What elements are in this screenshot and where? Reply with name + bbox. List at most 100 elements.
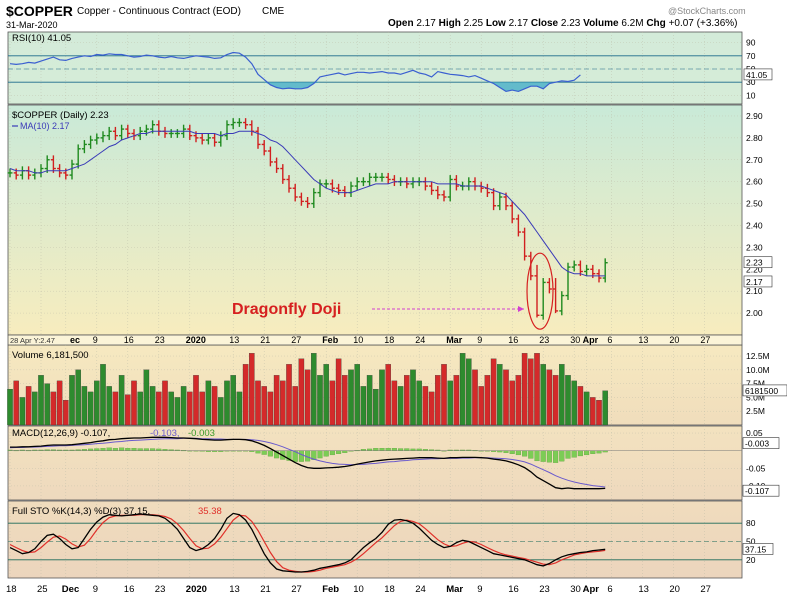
volume-bar bbox=[466, 358, 472, 426]
macd-histogram-bar bbox=[571, 450, 577, 458]
macd-line bbox=[10, 436, 606, 490]
rsi-title: RSI(10) 41.05 bbox=[12, 33, 71, 44]
volume-bar bbox=[540, 364, 546, 426]
price-bar bbox=[125, 124, 131, 138]
price-bar bbox=[100, 131, 106, 143]
volume-bar bbox=[311, 353, 317, 426]
ma-last-value-box bbox=[743, 275, 773, 288]
price-bar bbox=[367, 172, 373, 187]
volume-bar bbox=[335, 358, 342, 426]
volume-bar bbox=[348, 369, 354, 426]
sto-k-line bbox=[9, 512, 606, 573]
x-tick-label: 23 bbox=[539, 335, 549, 345]
low-label: Low bbox=[485, 18, 506, 29]
price-bar bbox=[106, 126, 112, 141]
volume-bar bbox=[410, 369, 416, 426]
low-value: 2.17 bbox=[508, 18, 529, 29]
macd-title: MACD(12,26,9) -0.107, bbox=[12, 428, 110, 439]
rsi-last-value-box bbox=[743, 68, 773, 81]
macd-hist-last-box bbox=[742, 437, 780, 449]
price-bar bbox=[584, 264, 590, 276]
price-bar bbox=[571, 260, 577, 272]
price-bar bbox=[274, 157, 280, 173]
x-tick-label: 2020 bbox=[186, 584, 207, 595]
rsi-line bbox=[9, 51, 581, 93]
watermark: @StockCharts.com bbox=[668, 6, 746, 16]
x-tick-label: 21 bbox=[260, 584, 271, 595]
price-bar bbox=[298, 192, 304, 206]
x-tick-label: 13 bbox=[229, 335, 239, 345]
volume-bar bbox=[143, 369, 150, 426]
price-bar bbox=[292, 183, 298, 202]
chart-header: $COPPER Copper - Continuous Contract (EO… bbox=[0, 0, 787, 32]
volume-bar bbox=[428, 391, 435, 426]
price-bar bbox=[212, 133, 218, 147]
macd-histogram-bar bbox=[553, 450, 559, 463]
macd-signal-line bbox=[9, 437, 606, 488]
volume-bar bbox=[224, 380, 230, 426]
price-bar bbox=[503, 192, 509, 211]
price-bar bbox=[534, 264, 540, 318]
volume-bar bbox=[75, 369, 81, 426]
volume-bar bbox=[391, 380, 398, 426]
x-tick-label: 9 bbox=[477, 335, 482, 345]
x-tick-label: 27 bbox=[700, 584, 711, 595]
volume-bar bbox=[404, 375, 410, 426]
macd-histogram-bar bbox=[112, 448, 118, 451]
macd-histogram-bar bbox=[515, 450, 521, 456]
annotation-dragonfly-doji: Dragonfly Doji bbox=[232, 301, 341, 318]
rsi-last-value: 41.05 bbox=[746, 70, 768, 80]
price-bar bbox=[224, 120, 230, 141]
price-bar bbox=[94, 133, 100, 145]
price-last-close: 2.23 bbox=[746, 258, 763, 268]
price-bar bbox=[236, 118, 242, 127]
price-bar bbox=[44, 155, 50, 173]
macd-last-box bbox=[742, 484, 780, 497]
price-bar bbox=[280, 164, 286, 184]
macd-signal-title: -0.103, bbox=[150, 428, 180, 439]
volume-bar bbox=[478, 386, 484, 426]
volume-bar bbox=[515, 375, 522, 426]
volume-bar bbox=[193, 375, 199, 426]
x-tick-label: 13 bbox=[638, 584, 649, 595]
volume-bar bbox=[292, 386, 298, 426]
price-bar bbox=[453, 175, 459, 191]
price-bar bbox=[379, 172, 385, 182]
macd-histogram-bar bbox=[559, 450, 565, 462]
volume-bar bbox=[149, 386, 156, 426]
macd-histogram-bar bbox=[94, 448, 100, 451]
y-tick-label: 2.50 bbox=[746, 199, 763, 209]
volume-bar bbox=[304, 369, 311, 426]
volume-bar bbox=[484, 375, 491, 426]
volume-bar bbox=[459, 353, 466, 426]
volume-bar bbox=[25, 386, 32, 426]
y-tick-label: 80 bbox=[746, 518, 756, 528]
volume-bar bbox=[416, 380, 422, 426]
price-bar bbox=[50, 155, 56, 173]
macd-histogram-bar bbox=[131, 448, 137, 451]
macd-histogram-bar bbox=[88, 448, 94, 451]
volume-bar bbox=[552, 375, 559, 426]
x-tick-label: Dec bbox=[62, 584, 79, 595]
sto-last-box bbox=[742, 543, 774, 555]
volume-bar bbox=[19, 397, 26, 426]
macd-histogram-bar bbox=[534, 450, 540, 462]
y-tick-label: 2.80 bbox=[746, 133, 763, 143]
price-bar bbox=[385, 172, 391, 184]
volume-bar bbox=[32, 391, 38, 426]
volume-bar bbox=[267, 391, 274, 426]
macd-histogram-bar bbox=[156, 448, 162, 451]
y-tick-label: 20 bbox=[746, 555, 756, 565]
macd-histogram-bar bbox=[503, 450, 509, 453]
price-bar bbox=[187, 124, 193, 141]
x-tick-label: 6 bbox=[607, 584, 612, 595]
y-tick-label: 0.05 bbox=[746, 428, 763, 438]
macd-histogram-bar bbox=[410, 448, 416, 451]
price-bar bbox=[354, 177, 360, 191]
macd-histogram-bar bbox=[342, 450, 348, 453]
price-bar bbox=[88, 135, 94, 149]
macd-histogram-bar bbox=[143, 448, 149, 451]
volume-bar bbox=[44, 383, 50, 426]
volume-last-value: 6181500 bbox=[745, 386, 778, 396]
